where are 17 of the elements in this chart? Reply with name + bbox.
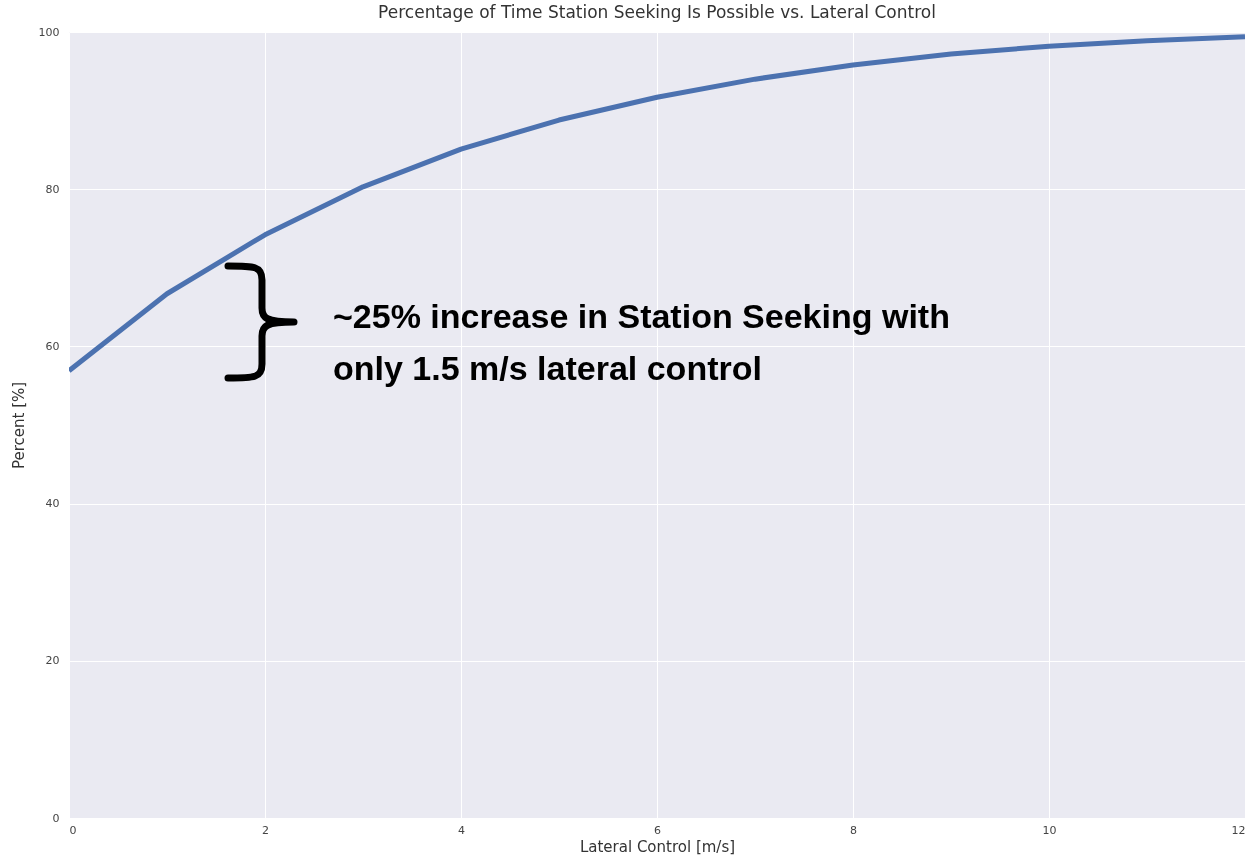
y-tick-label: 0 xyxy=(52,811,60,825)
x-tick-label: 8 xyxy=(850,823,857,837)
y-tick-label: 20 xyxy=(45,654,60,668)
x-axis-title: Lateral Control [m/s] xyxy=(579,837,736,856)
x-tick-label: 0 xyxy=(69,823,77,837)
y-tick-label: 80 xyxy=(45,182,60,196)
x-tick-label: 4 xyxy=(458,823,465,837)
y-tick-label: 60 xyxy=(45,339,60,353)
x-tick-label: 6 xyxy=(654,823,661,837)
y-axis-title: Percent [%] xyxy=(9,381,28,470)
annotation: ~25% increase in Station Seeking with only 1.5 m/s lateral control xyxy=(333,297,950,387)
x-tick-label: 2 xyxy=(262,823,269,837)
chart-title: Percentage of Time Station Seeking Is Possible vs. Lateral Control xyxy=(378,2,936,22)
x-tick-label: 12 xyxy=(1231,823,1246,837)
x-tick-label: 10 xyxy=(1042,823,1057,837)
y-tick-label: 100 xyxy=(38,25,60,39)
y-tick-label: 40 xyxy=(45,497,60,511)
